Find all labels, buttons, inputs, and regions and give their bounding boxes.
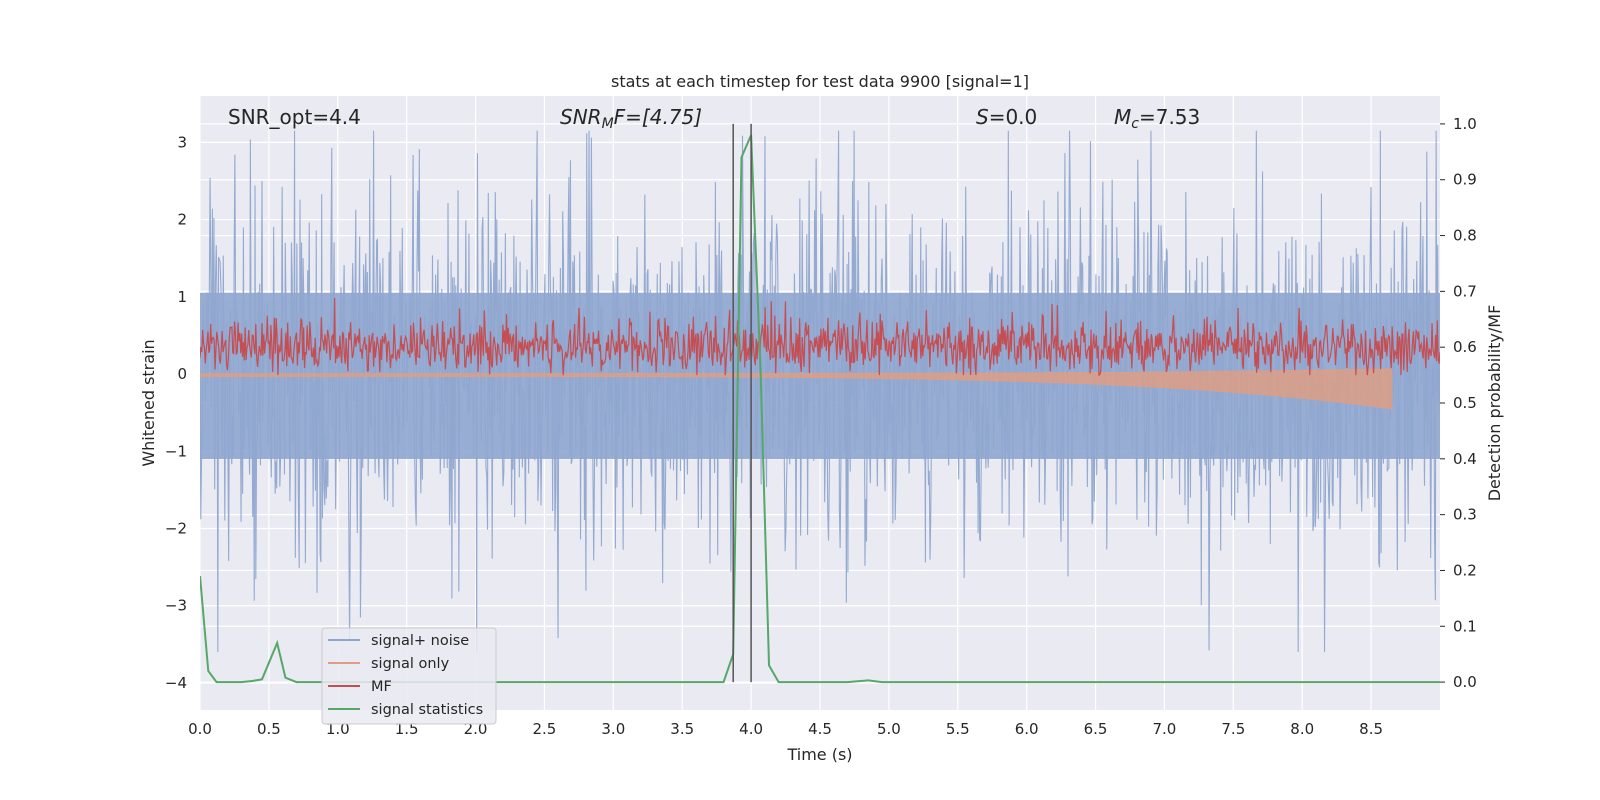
chart-title: stats at each timestep for test data 990…	[611, 72, 1029, 91]
y-tick-label-left: 1	[177, 288, 187, 306]
series-mf	[200, 297, 1440, 377]
snr-mf-sub: M	[602, 116, 614, 132]
y-axis-label-right: Detection probability/MF	[1485, 305, 1504, 502]
legend-label-stat: signal statistics	[371, 702, 483, 718]
x-tick-label: 3.0	[601, 720, 625, 738]
x-tick-label: 7.0	[1153, 720, 1177, 738]
y-tick-label-right: 0.2	[1453, 561, 1477, 579]
x-tick-label: 6.0	[1015, 720, 1039, 738]
annotation-snr-mf: SNRMF=[4.75]	[560, 105, 702, 132]
annotation-s: S=0.0	[976, 105, 1037, 129]
y-tick-label-left: −3	[165, 597, 187, 615]
x-tick-label: 8.5	[1359, 720, 1383, 738]
y-tick-label-left: 0	[177, 365, 187, 383]
series-signal-statistics	[200, 134, 1440, 684]
x-tick-label: 2.5	[533, 720, 557, 738]
y-tick-labels-left: 3 2 1 0 −1 −2 −3 −4	[165, 133, 187, 692]
snr-mf-main: SNR	[560, 105, 602, 129]
y-tick-labels-right: 1.0 0.9 0.8 0.7 0.6 0.5 0.4 0.3 0.2 0.1 0.0	[1440, 115, 1477, 691]
x-tick-label: 4.0	[739, 720, 763, 738]
x-tick-labels: 0.0 0.5 1.0 1.5 2.0 2.5 3.0 3.5 4.0 4.5 5.0 5.5 6.0 6…	[188, 720, 1383, 738]
legend-label-mf: MF	[371, 679, 392, 695]
y-tick-label-right: 0.8	[1453, 227, 1477, 245]
x-tick-label: 3.5	[670, 720, 694, 738]
y-tick-label-right: 0.3	[1453, 506, 1477, 524]
s-rest: =0.0	[989, 105, 1038, 129]
series-layer	[200, 130, 1440, 684]
y-tick-label-right: 0.5	[1453, 394, 1477, 412]
y-tick-label-left: −4	[165, 674, 187, 692]
y-tick-label-left: 3	[177, 133, 187, 151]
y-tick-label-right: 0.4	[1453, 450, 1477, 468]
y-tick-label-left: −2	[165, 520, 187, 538]
y-tick-label-right: 0.6	[1453, 338, 1477, 356]
annotation-snr-opt: SNR_opt=4.4	[228, 105, 361, 129]
y-tick-label-right: 0.0	[1453, 673, 1477, 691]
y-tick-label-left: 2	[177, 211, 187, 229]
snr-mf-rest-text: F=[4.75]	[614, 105, 702, 129]
series-signal-only	[200, 368, 1393, 410]
y-tick-label-left: −1	[165, 442, 187, 460]
legend-label-noise: signal+ noise	[371, 633, 469, 649]
y-tick-label-right: 1.0	[1453, 115, 1477, 133]
legend: signal+ noise signal only MF signal stat…	[321, 627, 497, 725]
snr-mf-rest: F=[4.75]	[614, 105, 702, 129]
y-tick-label-right: 0.9	[1453, 171, 1477, 189]
legend-box	[321, 627, 497, 725]
mc-rest: =7.53	[1139, 105, 1200, 129]
x-tick-label: 8.0	[1290, 720, 1314, 738]
y-axis-label-left: Whitened strain	[139, 339, 158, 466]
x-tick-label: 4.5	[808, 720, 832, 738]
x-tick-label: 6.5	[1084, 720, 1108, 738]
y-tick-label-right: 0.1	[1453, 617, 1477, 635]
x-tick-label: 0.0	[188, 720, 212, 738]
mc-sub: c	[1131, 116, 1139, 132]
x-tick-label: 5.0	[877, 720, 901, 738]
x-tick-label: 7.5	[1221, 720, 1245, 738]
x-tick-label: 5.5	[946, 720, 970, 738]
legend-label-signal-only: signal only	[371, 656, 450, 672]
x-axis-label: Time (s)	[786, 745, 852, 764]
mc-main: M	[1114, 105, 1131, 129]
vertical-lines	[732, 123, 752, 683]
annotation-mc: Mc=7.53	[1114, 105, 1200, 132]
y-tick-label-right: 0.7	[1453, 282, 1477, 300]
x-tick-label: 0.5	[257, 720, 281, 738]
s-italic: S	[976, 105, 989, 129]
